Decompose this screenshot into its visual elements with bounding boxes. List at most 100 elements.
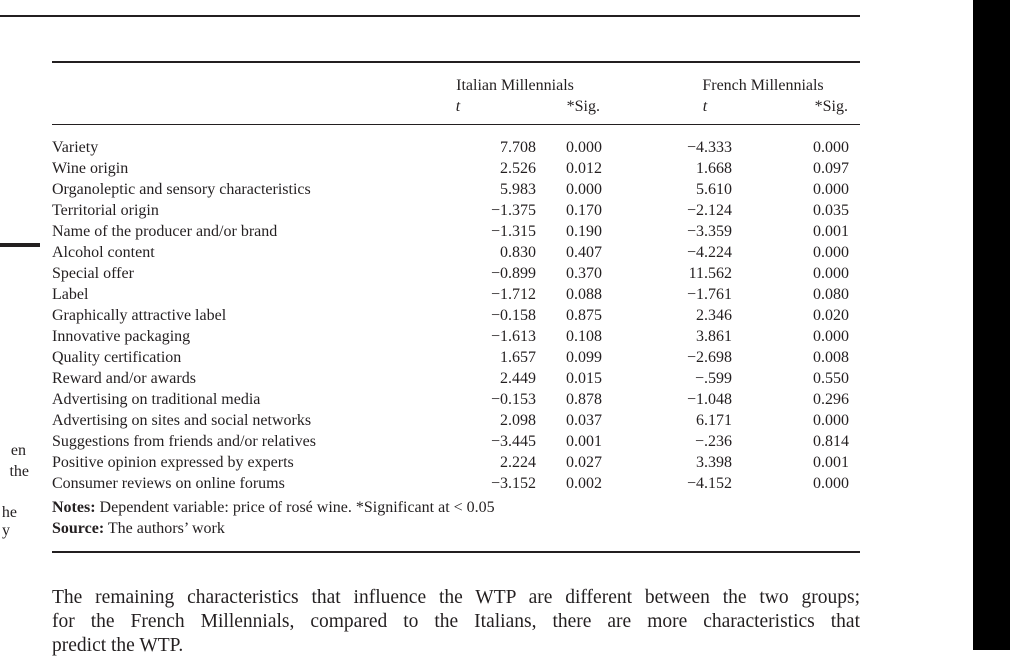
italian-sig-value: 0.407 bbox=[566, 244, 602, 261]
source-line: Source: The authors’ work bbox=[52, 518, 495, 539]
french-t-value: 3.861 bbox=[696, 328, 732, 345]
french-sig-value: 0.035 bbox=[813, 202, 849, 219]
table-body: Variety 7.708 0.000 −4.333 0.000 Wine origin 2… bbox=[52, 137, 860, 494]
french-sig-value: 0.000 bbox=[813, 139, 849, 156]
table-row: Organoleptic and sensory characteristics… bbox=[52, 179, 860, 200]
table-top-rule bbox=[52, 61, 860, 63]
row-label: Advertising on traditional media bbox=[52, 391, 261, 408]
source-label: Source: bbox=[52, 520, 105, 537]
row-label: Territorial origin bbox=[52, 202, 159, 219]
right-edge-band bbox=[973, 0, 1010, 650]
row-label: Alcohol content bbox=[52, 244, 155, 261]
table-marker-bar bbox=[0, 243, 40, 247]
row-label: Reward and/or awards bbox=[52, 370, 196, 387]
french-sig-value: 0.000 bbox=[813, 412, 849, 429]
table-row: Graphically attractive label −0.158 0.875 2… bbox=[52, 305, 860, 326]
table-notes: Notes: Dependent variable: price of rosé… bbox=[52, 497, 495, 539]
table-row: Advertising on sites and social networks… bbox=[52, 410, 860, 431]
french-t-value: −.236 bbox=[694, 433, 732, 450]
french-t-value: 2.346 bbox=[696, 307, 732, 324]
french-sig-value: 0.001 bbox=[813, 223, 849, 240]
table-row: Reward and/or awards 2.449 0.015 −.599 0.550 bbox=[52, 368, 860, 389]
row-label: Advertising on sites and social networks bbox=[52, 412, 312, 429]
body-line: predict the WTP. bbox=[52, 635, 184, 656]
italian-t-value: 2.526 bbox=[500, 160, 536, 177]
table-row: Positive opinion expressed by experts 2.2… bbox=[52, 452, 860, 473]
french-sig-value: 0.000 bbox=[813, 328, 849, 345]
french-sig-value: 0.000 bbox=[813, 181, 849, 198]
group-header-french: French Millennials bbox=[702, 77, 824, 94]
italian-t-value: −1.712 bbox=[490, 286, 536, 303]
italian-sig-value: 0.002 bbox=[566, 475, 602, 492]
table-row: Label −1.712 0.088 −1.761 0.080 bbox=[52, 284, 860, 305]
row-label: Special offer bbox=[52, 265, 134, 282]
french-t-value: 5.610 bbox=[696, 181, 732, 198]
table-row: Name of the producer and/or brand −1.315 0… bbox=[52, 221, 860, 242]
italian-t-value: −1.315 bbox=[490, 223, 536, 240]
italian-t-value: −3.445 bbox=[490, 433, 536, 450]
table-bottom-rule bbox=[52, 551, 860, 553]
margin-text-fragment: he bbox=[1, 504, 17, 521]
italian-sig-value: 0.012 bbox=[566, 160, 602, 177]
page-top-rule bbox=[0, 15, 860, 17]
subheader-italian-t: t bbox=[455, 98, 461, 115]
italian-t-value: 2.224 bbox=[500, 454, 536, 471]
subheader-italian-sig: *Sig. bbox=[566, 98, 600, 115]
table-row: Consumer reviews on online forums −3.152 0… bbox=[52, 473, 860, 494]
french-t-value: 6.171 bbox=[696, 412, 732, 429]
group-header-italian: Italian Millennials bbox=[456, 77, 574, 94]
table-row: Quality certification 1.657 0.099 −2.698 0.0… bbox=[52, 347, 860, 368]
table-row: Territorial origin −1.375 0.170 −2.124 0.035 bbox=[52, 200, 860, 221]
body-paragraph: The remaining characteristics that influ… bbox=[52, 586, 860, 658]
row-label: Positive opinion expressed by experts bbox=[52, 454, 294, 471]
notes-line: Notes: Dependent variable: price of rosé… bbox=[52, 497, 495, 518]
body-line: The remaining characteristics that influ… bbox=[52, 587, 860, 608]
italian-sig-value: 0.099 bbox=[566, 349, 602, 366]
row-label: Graphically attractive label bbox=[52, 307, 227, 324]
italian-sig-value: 0.001 bbox=[566, 433, 602, 450]
table-row: Alcohol content 0.830 0.407 −4.224 0.000 bbox=[52, 242, 860, 263]
french-sig-value: 0.000 bbox=[813, 475, 849, 492]
french-t-value: −2.698 bbox=[686, 349, 732, 366]
italian-t-value: 0.830 bbox=[500, 244, 536, 261]
italian-sig-value: 0.370 bbox=[566, 265, 602, 282]
french-sig-value: 0.097 bbox=[813, 160, 849, 177]
subheader-french-t: t bbox=[702, 98, 708, 115]
margin-text-fragment: the bbox=[9, 463, 29, 480]
french-sig-value: 0.080 bbox=[813, 286, 849, 303]
italian-t-value: 1.657 bbox=[500, 349, 536, 366]
french-sig-value: 0.550 bbox=[813, 370, 849, 387]
french-t-value: −4.333 bbox=[686, 139, 732, 156]
row-label: Organoleptic and sensory characteristics bbox=[52, 181, 311, 198]
french-sig-value: 0.000 bbox=[813, 265, 849, 282]
french-sig-value: 0.008 bbox=[813, 349, 849, 366]
row-label: Variety bbox=[52, 139, 99, 156]
italian-t-value: −0.158 bbox=[490, 307, 536, 324]
french-sig-value: 0.020 bbox=[813, 307, 849, 324]
french-sig-value: 0.814 bbox=[813, 433, 849, 450]
italian-sig-value: 0.170 bbox=[566, 202, 602, 219]
french-t-value: 3.398 bbox=[696, 454, 732, 471]
french-t-value: −4.152 bbox=[686, 475, 732, 492]
source-text: The authors’ work bbox=[104, 520, 225, 537]
table-row: Innovative packaging −1.613 0.108 3.861 0.00… bbox=[52, 326, 860, 347]
row-label: Consumer reviews on online forums bbox=[52, 475, 285, 492]
italian-t-value: −1.613 bbox=[490, 328, 536, 345]
table-row: Variety 7.708 0.000 −4.333 0.000 bbox=[52, 137, 860, 158]
table-header-rule bbox=[52, 124, 860, 125]
italian-sig-value: 0.088 bbox=[566, 286, 602, 303]
margin-text-fragment: en bbox=[10, 442, 26, 459]
italian-t-value: −0.153 bbox=[490, 391, 536, 408]
french-t-value: 1.668 bbox=[696, 160, 732, 177]
italian-t-value: 7.708 bbox=[500, 139, 536, 156]
italian-sig-value: 0.000 bbox=[566, 139, 602, 156]
row-label: Suggestions from friends and/or relative… bbox=[52, 433, 316, 450]
table-row: Special offer −0.899 0.370 11.562 0.000 bbox=[52, 263, 860, 284]
subheader-french-sig: *Sig. bbox=[814, 98, 848, 115]
notes-text: Dependent variable: price of rosé wine. … bbox=[95, 499, 495, 516]
italian-sig-value: 0.000 bbox=[566, 181, 602, 198]
french-sig-value: 0.296 bbox=[813, 391, 849, 408]
row-label: Wine origin bbox=[52, 160, 129, 177]
italian-t-value: −1.375 bbox=[490, 202, 536, 219]
french-t-value: 11.562 bbox=[688, 265, 732, 282]
